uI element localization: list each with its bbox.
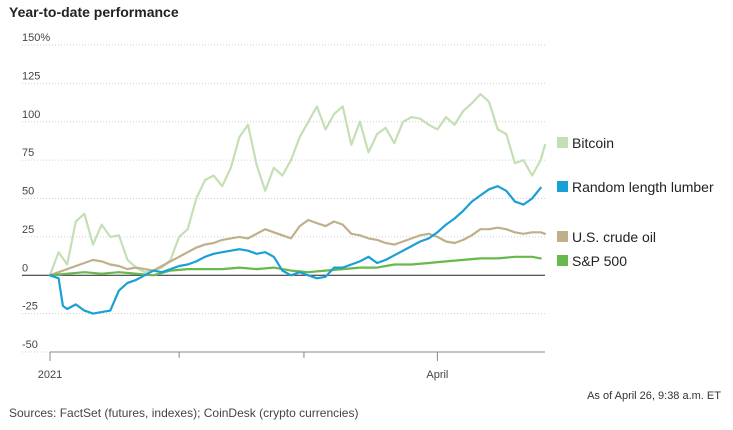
series-line-random-length-lumber xyxy=(48,185,542,315)
y-tick-label: 125 xyxy=(22,70,40,82)
source-note: Sources: FactSet (futures, indexes); Coi… xyxy=(9,406,359,420)
y-tick-label: 150% xyxy=(22,32,50,44)
series-line-s-p-500 xyxy=(48,255,542,277)
y-tick-label: 0 xyxy=(22,262,28,274)
series-line-bitcoin xyxy=(48,92,547,277)
y-tick-label: -25 xyxy=(22,301,38,313)
legend-swatch xyxy=(557,137,568,148)
x-tick-label: April xyxy=(426,369,448,381)
y-tick-label: -50 xyxy=(22,339,38,351)
legend-swatch xyxy=(557,255,568,266)
legend-label: Bitcoin xyxy=(572,135,614,151)
legend-swatch xyxy=(557,181,568,192)
x-axis: 2021 April xyxy=(38,351,545,381)
y-tick-label: 75 xyxy=(22,147,34,159)
chart-title: Year-to-date performance xyxy=(9,4,179,20)
y-tick-label: 100 xyxy=(22,109,40,121)
as-of-note: As of April 26, 9:38 a.m. ET xyxy=(587,390,721,402)
x-tick-label: 2021 xyxy=(38,369,62,381)
series-lines xyxy=(48,92,547,315)
grid-lines xyxy=(22,44,545,353)
y-tick-labels: 150% 125 100 75 50 25 0 -25 -50 xyxy=(22,32,50,351)
legend-label: U.S. crude oil xyxy=(572,229,656,245)
legend-label: S&P 500 xyxy=(572,253,627,269)
legend-label: Random length lumber xyxy=(572,179,714,195)
legend: Bitcoin Random length lumber U.S. crude oi… xyxy=(557,135,714,269)
legend-swatch xyxy=(557,231,568,242)
y-tick-label: 50 xyxy=(22,186,34,198)
series-line-u-s-crude-oil xyxy=(48,218,547,277)
y-tick-label: 25 xyxy=(22,224,34,236)
